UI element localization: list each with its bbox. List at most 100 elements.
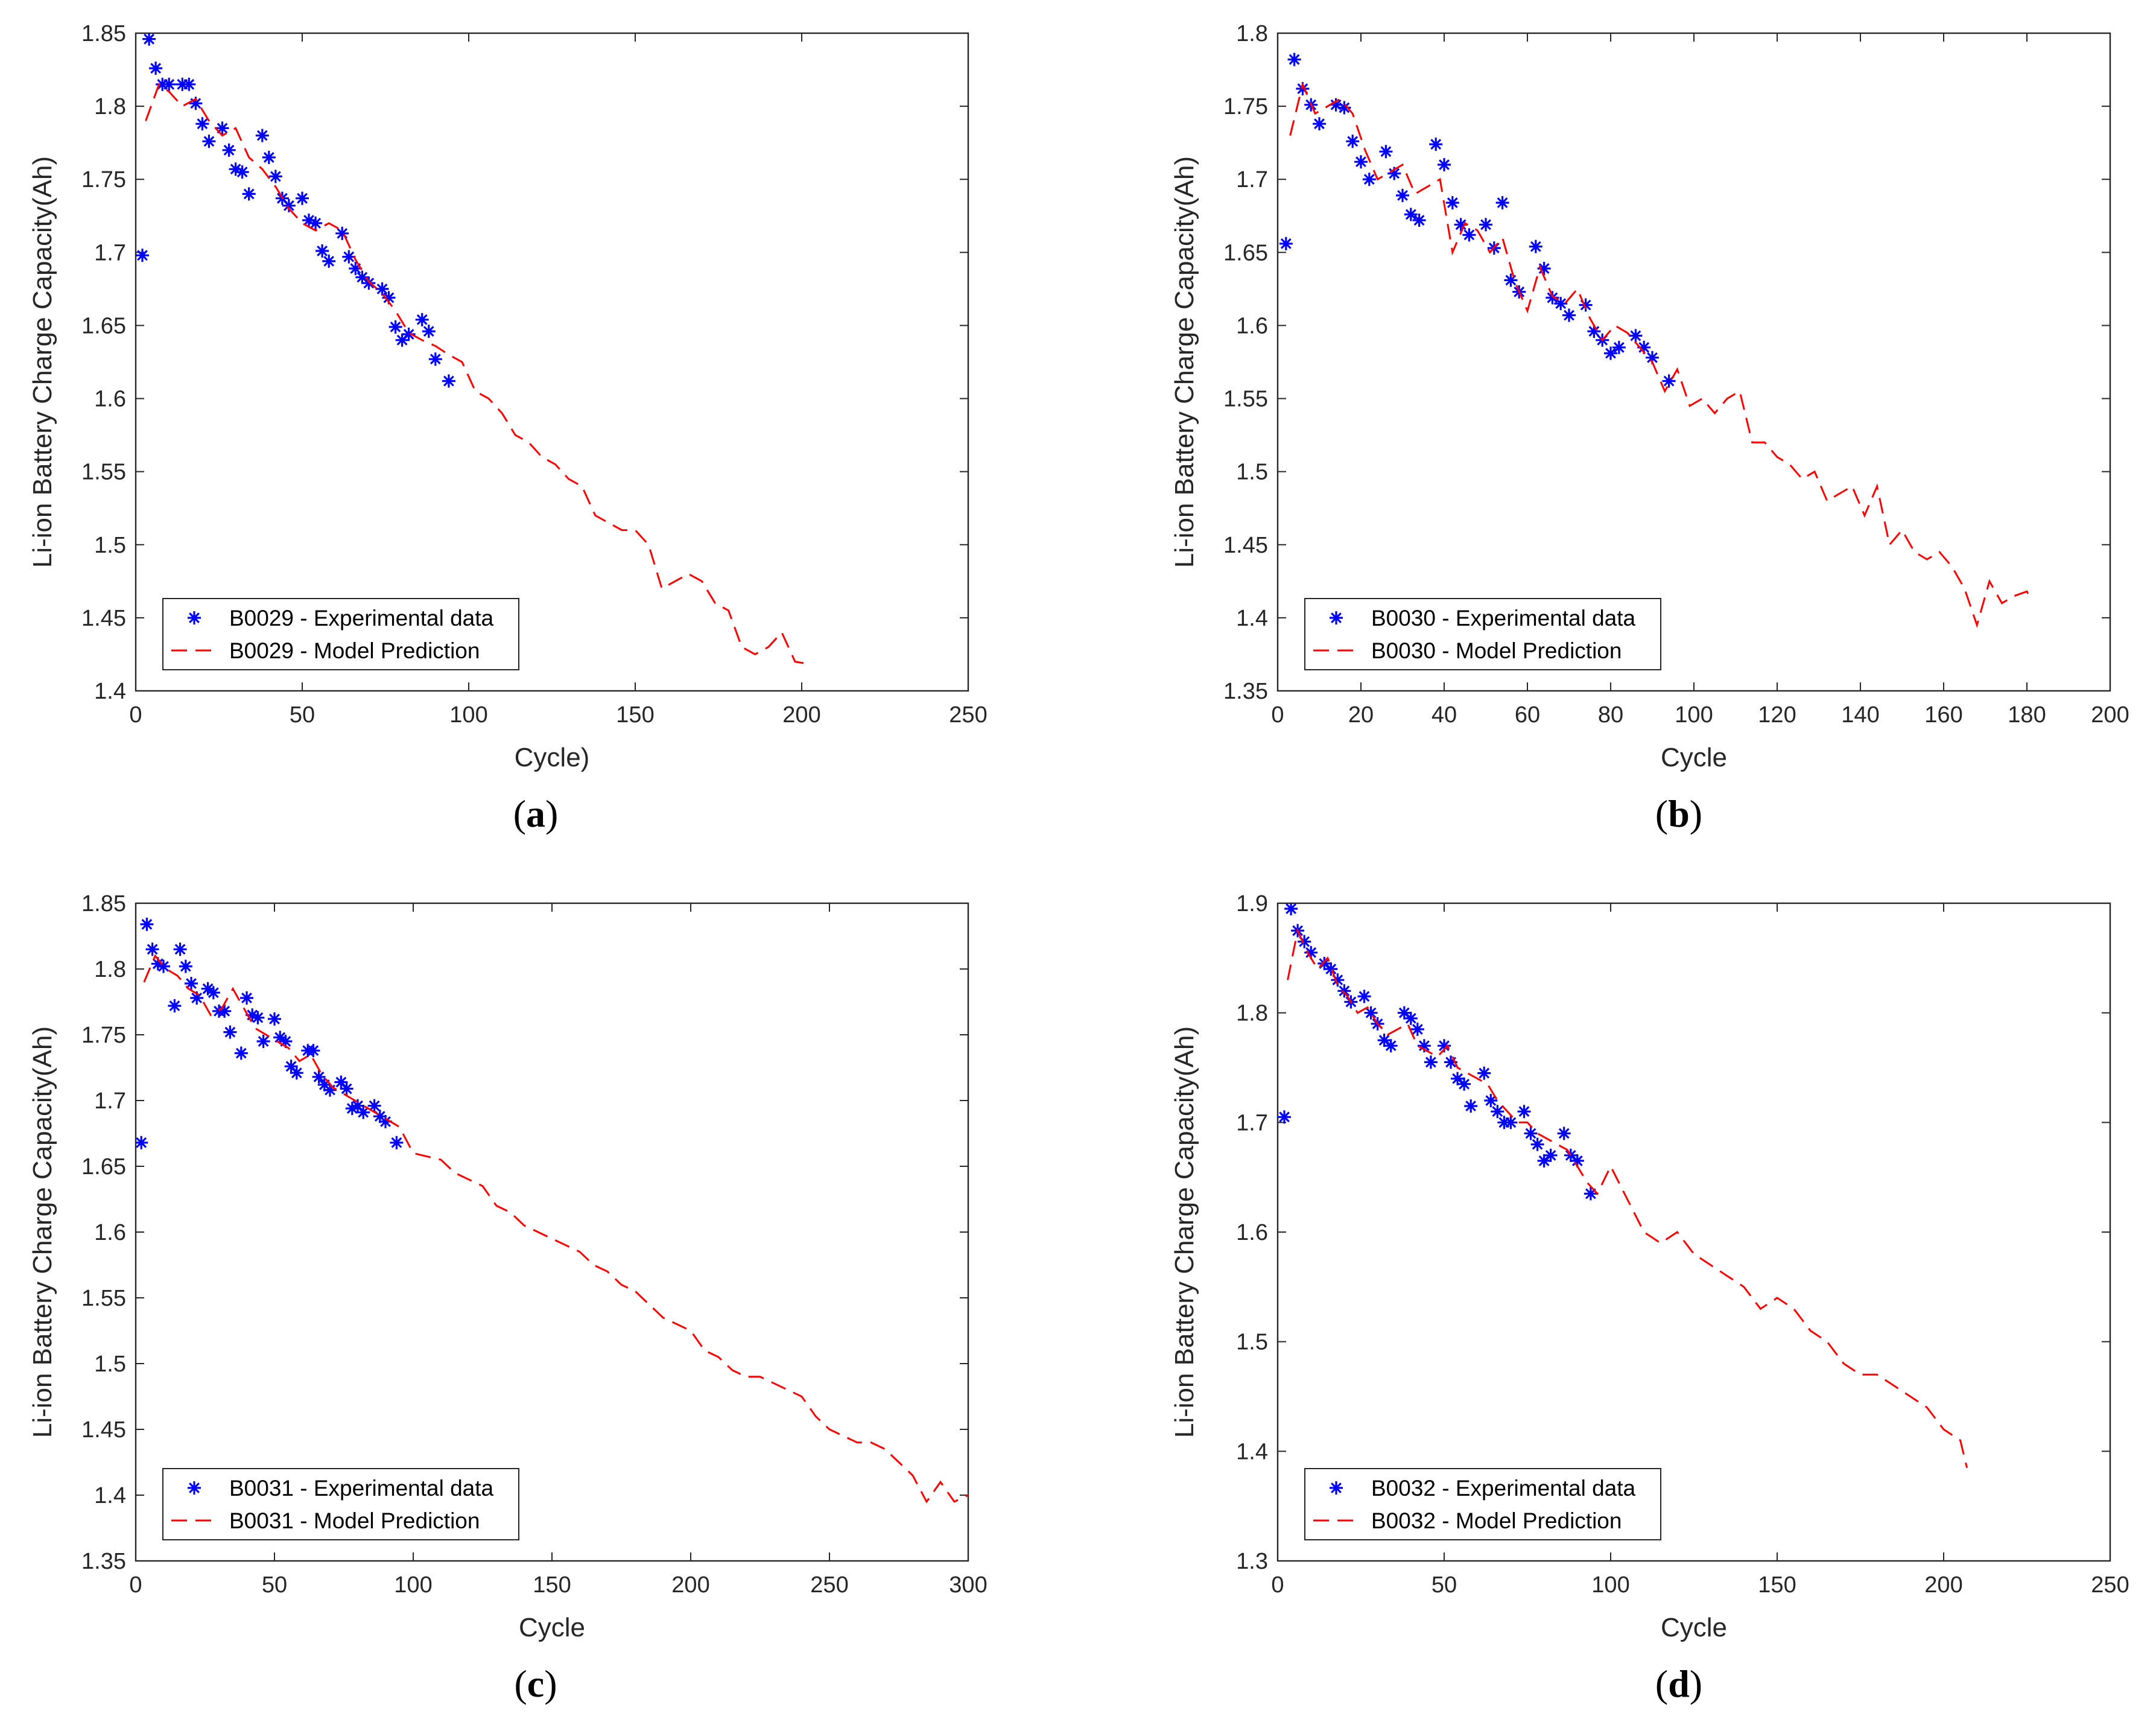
y-tick-label: 1.8 xyxy=(94,94,126,119)
experimental-data-point xyxy=(140,917,154,931)
x-tick-label: 0 xyxy=(1271,702,1284,728)
experimental-data-point xyxy=(428,352,442,366)
experimental-data-point xyxy=(255,129,269,142)
plot-area xyxy=(135,32,969,692)
experimental-data-point xyxy=(340,1082,354,1096)
y-tick-label: 1.85 xyxy=(81,891,126,917)
experimental-data-point xyxy=(422,325,436,338)
legend-entry-label: B0030 - Experimental data xyxy=(1371,606,1636,631)
experimental-data-point xyxy=(1530,1137,1544,1151)
legend-swatch-experimental xyxy=(1330,1481,1343,1495)
experimental-data-point xyxy=(309,216,323,230)
experimental-data-point xyxy=(173,942,187,956)
experimental-data-point xyxy=(1484,1094,1498,1107)
experimental-data-point xyxy=(312,1070,326,1084)
experimental-data-point xyxy=(1479,218,1492,232)
y-tick-label: 1.5 xyxy=(1236,460,1268,485)
y-tick-label: 1.6 xyxy=(94,1220,126,1245)
experimental-data-point xyxy=(195,117,209,131)
legend-entry-label: B0032 - Experimental data xyxy=(1371,1476,1636,1501)
data-layer xyxy=(1278,903,1968,1468)
y-tick-label: 1.75 xyxy=(81,167,126,192)
x-axis-title: Cycle xyxy=(519,1613,585,1642)
y-tick-label: 1.8 xyxy=(1236,21,1268,46)
legend-swatch-experimental xyxy=(188,611,201,624)
experimental-data-point xyxy=(235,165,249,179)
y-tick-label: 1.5 xyxy=(94,533,126,558)
experimental-data-point xyxy=(262,150,276,164)
y-tick-label: 1.55 xyxy=(1223,387,1268,412)
y-tick-label: 1.45 xyxy=(1223,533,1268,558)
experimental-data-point xyxy=(136,249,149,262)
experimental-data-point xyxy=(1554,297,1568,311)
y-tick-label: 1.5 xyxy=(1236,1330,1268,1355)
experimental-data-point xyxy=(142,33,156,46)
experimental-data-point xyxy=(1397,1006,1411,1020)
experimental-data-point xyxy=(1464,1099,1478,1113)
data-layer xyxy=(136,33,812,666)
experimental-data-point xyxy=(1504,1116,1518,1129)
experimental-data-point xyxy=(1517,1105,1531,1119)
experimental-data-point xyxy=(1529,240,1542,253)
x-tick-label: 0 xyxy=(129,1572,142,1598)
experimental-data-point xyxy=(1396,188,1409,202)
panel-label: (a) xyxy=(513,792,559,835)
y-tick-label: 1.4 xyxy=(1236,1439,1268,1464)
legend-entry-label: B0031 - Model Prediction xyxy=(229,1508,480,1533)
experimental-data-point xyxy=(367,1099,381,1113)
legend: B0031 - Experimental data B0031 - Model P… xyxy=(162,1468,519,1540)
experimental-data-point xyxy=(1524,1126,1538,1140)
experimental-data-point xyxy=(357,1105,370,1119)
x-tick-label: 100 xyxy=(394,1572,432,1598)
experimental-data-point xyxy=(402,328,416,341)
x-tick-label: 150 xyxy=(616,702,654,728)
experimental-data-point xyxy=(168,999,182,1012)
plot-area xyxy=(135,902,969,1562)
y-tick-label: 1.8 xyxy=(94,957,126,982)
legend-box xyxy=(1304,598,1661,670)
experimental-data-point xyxy=(1662,374,1676,388)
experimental-data-point xyxy=(282,199,296,212)
y-tick-label: 1.7 xyxy=(1236,1110,1268,1136)
legend-entry-label: B0031 - Experimental data xyxy=(229,1476,494,1501)
experimental-data-point xyxy=(1457,1077,1471,1091)
experimental-data-point xyxy=(1477,1066,1491,1080)
experimental-data-point xyxy=(1544,1148,1558,1162)
y-tick-label: 1.6 xyxy=(94,387,126,412)
y-tick-label: 1.35 xyxy=(1223,679,1268,704)
x-tick-label: 0 xyxy=(129,702,142,728)
legend: B0030 - Experimental data B0030 - Model P… xyxy=(1304,598,1661,670)
x-tick-label: 50 xyxy=(262,1572,287,1598)
experimental-data-point xyxy=(162,77,176,91)
experimental-data-point xyxy=(1445,196,1459,209)
x-axis-title: Cycle xyxy=(1661,1613,1727,1642)
x-tick-label: 100 xyxy=(1675,702,1713,728)
legend: B0029 - Experimental data B0029 - Model P… xyxy=(162,598,519,670)
experimental-data-point xyxy=(296,191,309,205)
legend-swatch-experimental xyxy=(1330,611,1343,624)
experimental-data-point xyxy=(1579,298,1593,312)
experimental-data-point xyxy=(1362,173,1376,186)
y-tick-label: 1.45 xyxy=(81,606,126,631)
y-tick-label: 1.65 xyxy=(81,1154,126,1180)
experimental-data-point xyxy=(351,1099,364,1113)
experimental-data-point xyxy=(242,187,256,201)
x-tick-label: 200 xyxy=(671,1572,709,1598)
panel-label: (b) xyxy=(1655,792,1702,835)
x-tick-label: 80 xyxy=(1598,702,1623,728)
x-tick-label: 180 xyxy=(2008,702,2046,728)
experimental-data-point xyxy=(345,1102,359,1116)
y-tick-label: 1.3 xyxy=(1236,1549,1268,1574)
experimental-data-point xyxy=(284,1060,298,1073)
experimental-data-point xyxy=(1537,262,1551,275)
data-layer xyxy=(1279,52,2032,629)
experimental-data-point xyxy=(442,374,455,388)
data-layer xyxy=(136,917,968,1504)
experimental-data-point xyxy=(268,1012,281,1026)
model-prediction-line xyxy=(1289,81,2032,629)
experimental-data-point xyxy=(1337,101,1351,115)
x-tick-label: 100 xyxy=(449,702,487,728)
experimental-data-point xyxy=(1313,117,1326,131)
legend: B0032 - Experimental data B0032 - Model P… xyxy=(1304,1468,1661,1540)
legend-entry-label: B0029 - Model Prediction xyxy=(229,638,480,663)
